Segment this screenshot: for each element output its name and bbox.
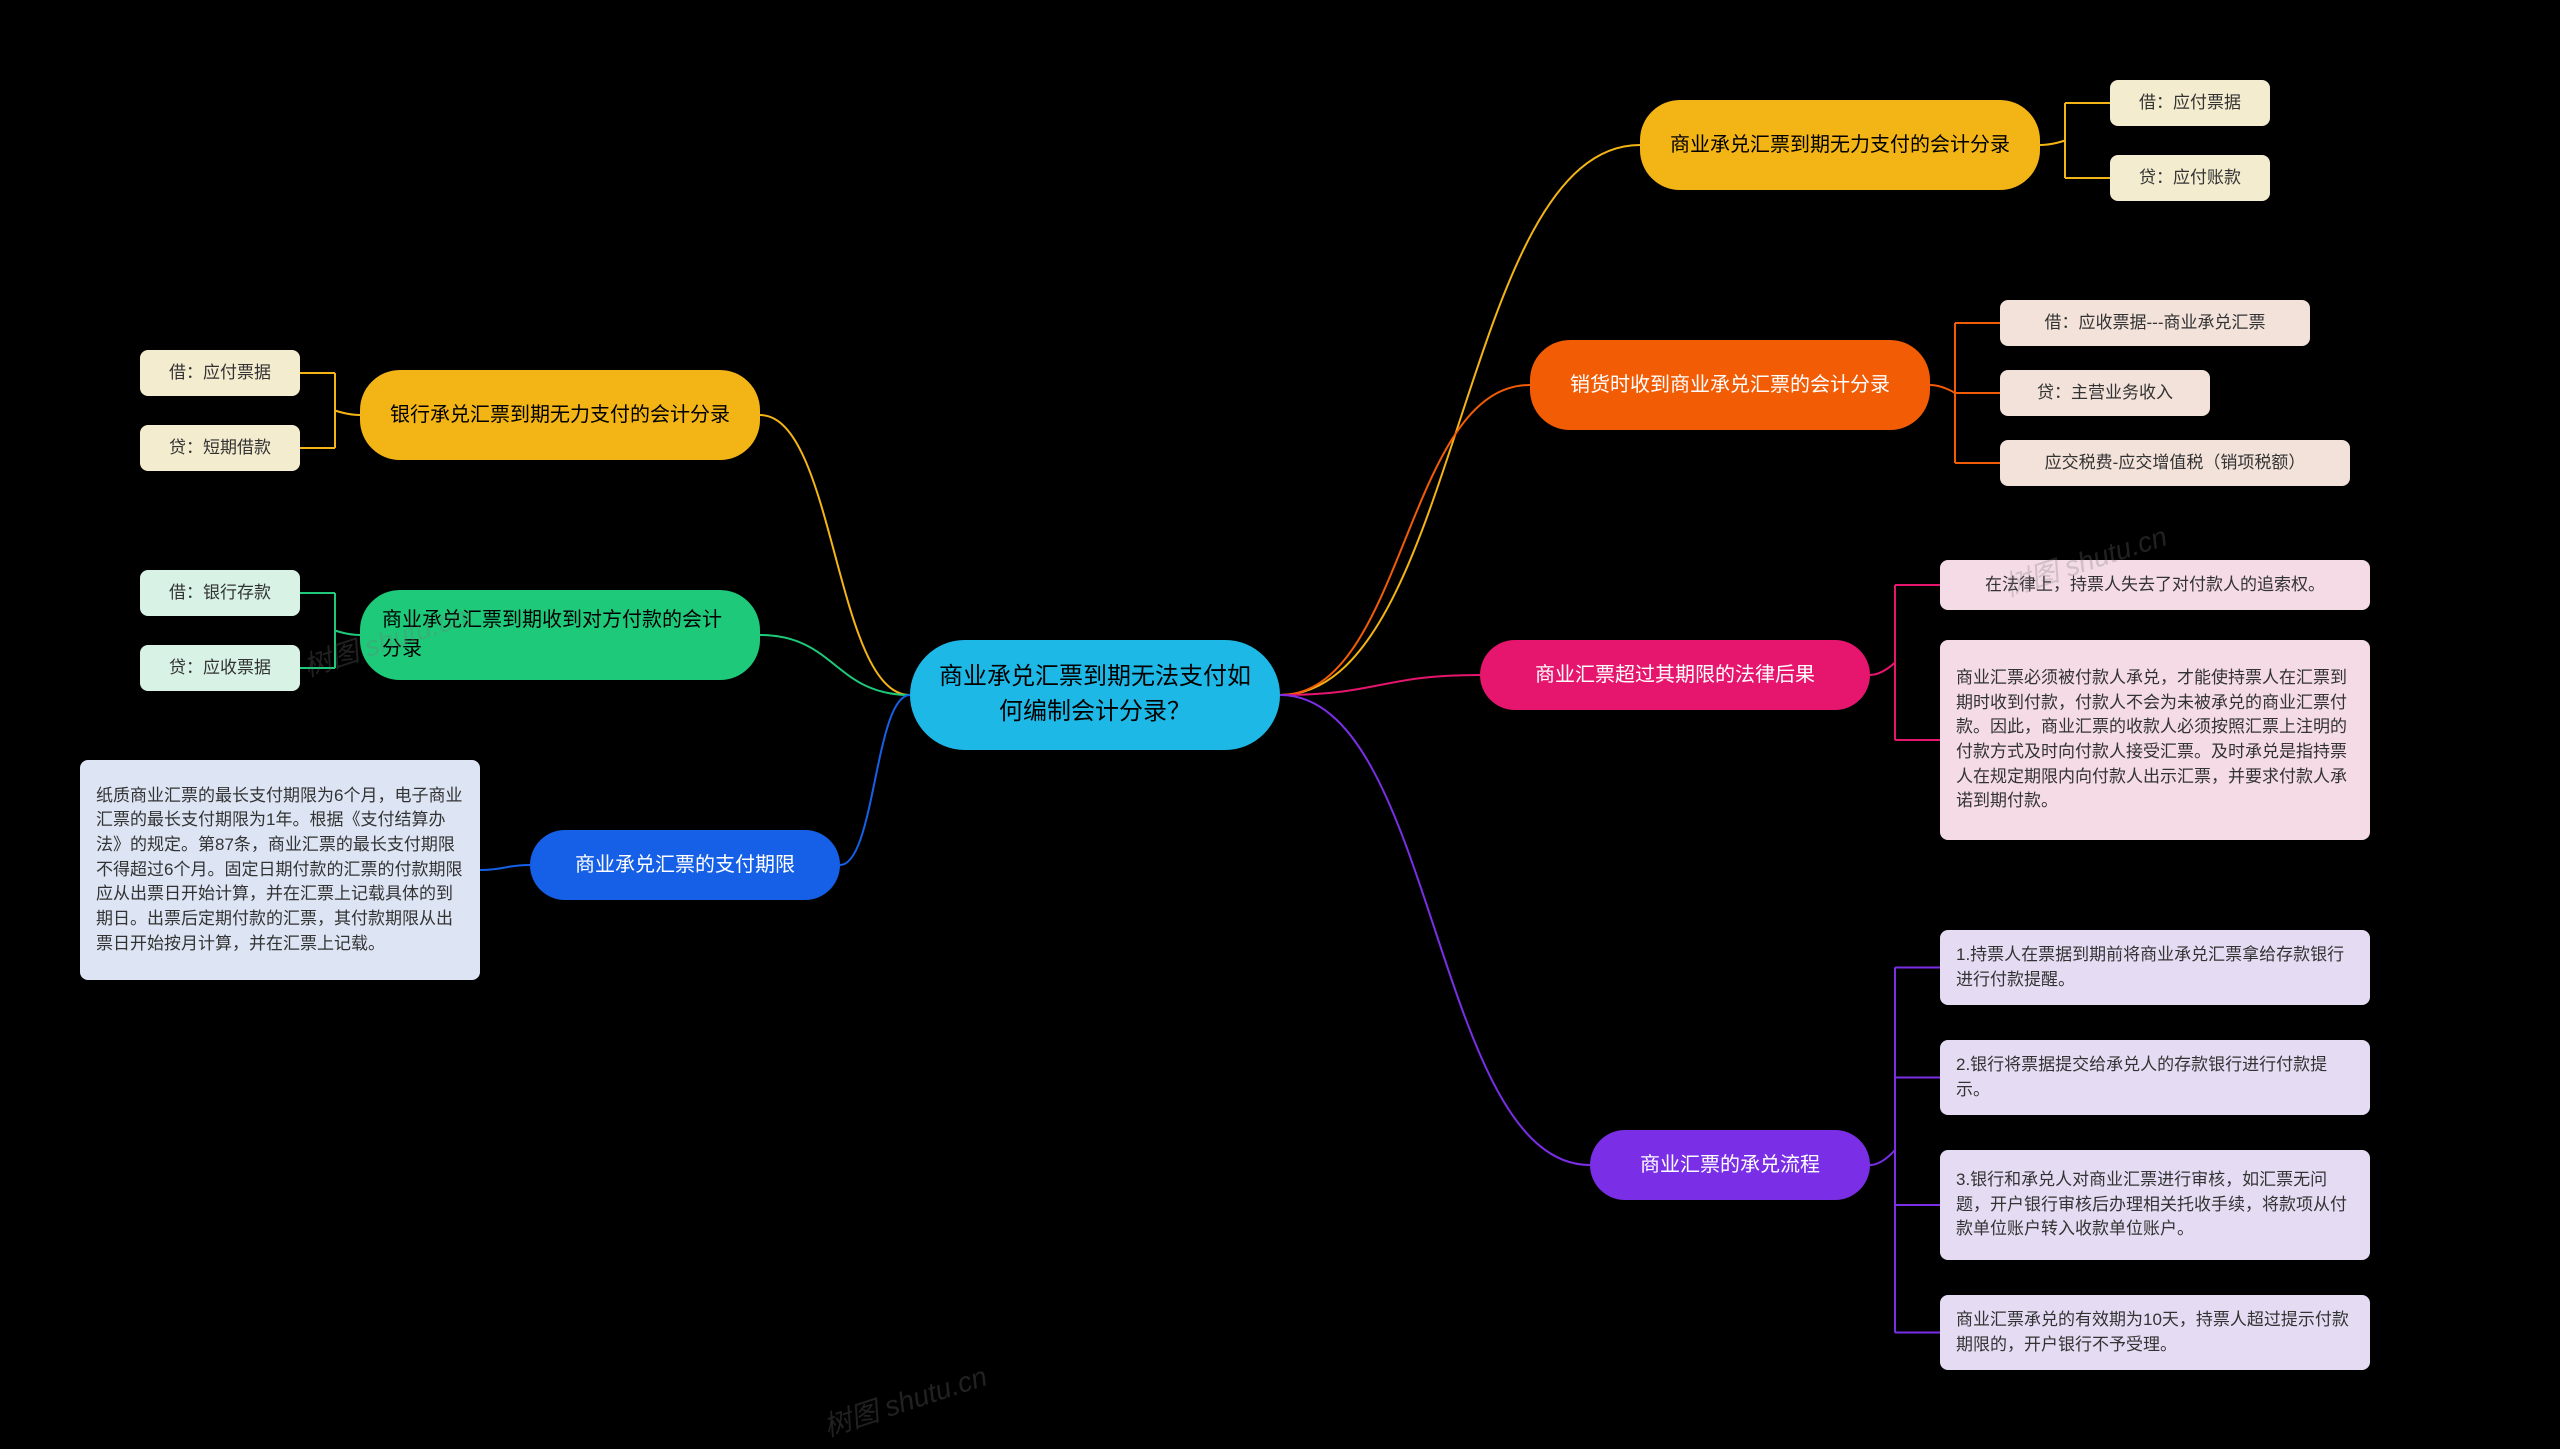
leaf-b_overdue_legal-1: 商业汇票必须被付款人承兑，才能使持票人在汇票到期时收到付款，付款人不会为未被承兑… [1940, 640, 2370, 840]
branch-b_acceptance_process-label: 商业汇票的承兑流程 [1640, 1151, 1820, 1180]
leaf-b_sales_receive-2-label: 应交税费-应交增值税（销项税额） [2045, 451, 2306, 476]
edge [2040, 141, 2065, 146]
branch-b_sales_receive-label: 销货时收到商业承兑汇票的会计分录 [1570, 371, 1890, 400]
center-node: 商业承兑汇票到期无法支付如何编制会计分录？ [910, 640, 1280, 750]
leaf-b_commercial_unable-1-label: 贷：应付账款 [2139, 166, 2241, 191]
leaf-b_sales_receive-0-label: 借：应收票据---商业承兑汇票 [2045, 311, 2266, 336]
leaf-b_overdue_legal-0: 在法律上，持票人失去了对付款人的追索权。 [1940, 560, 2370, 610]
branch-b_commercial_unable: 商业承兑汇票到期无力支付的会计分录 [1640, 100, 2040, 190]
leaf-b_bank_unable-0-label: 借：应付票据 [169, 361, 271, 386]
branch-b_overdue_legal: 商业汇票超过其期限的法律后果 [1480, 640, 1870, 710]
edge [1870, 1150, 1895, 1165]
leaf-b_acceptance_process-1: 2.银行将票据提交给承兑人的存款银行进行付款提示。 [1940, 1040, 2370, 1115]
branch-b_sales_receive: 销货时收到商业承兑汇票的会计分录 [1530, 340, 1930, 430]
leaf-b_acceptance_process-3: 商业汇票承兑的有效期为10天，持票人超过提示付款期限的，开户银行不予受理。 [1940, 1295, 2370, 1370]
leaf-b_acceptance_process-1-label: 2.银行将票据提交给承兑人的存款银行进行付款提示。 [1956, 1053, 2354, 1102]
edge [480, 865, 530, 870]
watermark: 树图 shutu.cn [818, 1355, 992, 1445]
leaf-b_payment_term-0: 纸质商业汇票的最长支付期限为6个月，电子商业汇票的最长支付期限为1年。根据《支付… [80, 760, 480, 980]
leaf-b_sales_receive-1-label: 贷：主营业务收入 [2037, 381, 2173, 406]
leaf-b_sales_receive-2: 应交税费-应交增值税（销项税额） [2000, 440, 2350, 486]
branch-b_bank_unable: 银行承兑汇票到期无力支付的会计分录 [360, 370, 760, 460]
edge [1280, 695, 1590, 1165]
leaf-b_commercial_unable-0-label: 借：应付票据 [2139, 91, 2241, 116]
branch-b_commercial_unable-label: 商业承兑汇票到期无力支付的会计分录 [1670, 131, 2010, 160]
edge [1930, 385, 1955, 393]
branch-b_overdue_legal-label: 商业汇票超过其期限的法律后果 [1535, 661, 1815, 690]
leaf-b_overdue_legal-1-label: 商业汇票必须被付款人承兑，才能使持票人在汇票到期时收到付款，付款人不会为未被承兑… [1956, 666, 2354, 814]
edge [1280, 675, 1480, 695]
branch-b_received_payment: 商业承兑汇票到期收到对方付款的会计分录 [360, 590, 760, 680]
leaf-b_sales_receive-0: 借：应收票据---商业承兑汇票 [2000, 300, 2310, 346]
leaf-b_acceptance_process-3-label: 商业汇票承兑的有效期为10天，持票人超过提示付款期限的，开户银行不予受理。 [1956, 1308, 2354, 1357]
leaf-b_received_payment-0: 借：银行存款 [140, 570, 300, 616]
branch-b_payment_term: 商业承兑汇票的支付期限 [530, 830, 840, 900]
branch-b_bank_unable-label: 银行承兑汇票到期无力支付的会计分录 [390, 401, 730, 430]
leaf-b_commercial_unable-0: 借：应付票据 [2110, 80, 2270, 126]
edge [335, 631, 360, 636]
mindmap-canvas: 商业承兑汇票到期无法支付如何编制会计分录？ 商业承兑汇票到期无力支付的会计分录借… [0, 0, 2560, 1449]
edge [760, 415, 910, 695]
edge [335, 411, 360, 416]
branch-b_payment_term-label: 商业承兑汇票的支付期限 [575, 851, 795, 880]
leaf-b_acceptance_process-2: 3.银行和承兑人对商业汇票进行审核，如汇票无问题，开户银行审核后办理相关托收手续… [1940, 1150, 2370, 1260]
leaf-b_acceptance_process-0: 1.持票人在票据到期前将商业承兑汇票拿给存款银行进行付款提醒。 [1940, 930, 2370, 1005]
leaf-b_received_payment-0-label: 借：银行存款 [169, 581, 271, 606]
leaf-b_received_payment-1: 贷：应收票据 [140, 645, 300, 691]
leaf-b_overdue_legal-0-label: 在法律上，持票人失去了对付款人的追索权。 [1985, 573, 2325, 598]
branch-b_acceptance_process: 商业汇票的承兑流程 [1590, 1130, 1870, 1200]
leaf-b_payment_term-0-label: 纸质商业汇票的最长支付期限为6个月，电子商业汇票的最长支付期限为1年。根据《支付… [96, 784, 464, 956]
center-text: 商业承兑汇票到期无法支付如何编制会计分录？ [932, 660, 1258, 730]
leaf-b_sales_receive-1: 贷：主营业务收入 [2000, 370, 2210, 416]
leaf-b_bank_unable-1-label: 贷：短期借款 [169, 436, 271, 461]
branch-b_received_payment-label: 商业承兑汇票到期收到对方付款的会计分录 [382, 606, 738, 664]
edge [1870, 663, 1895, 676]
leaf-b_bank_unable-0: 借：应付票据 [140, 350, 300, 396]
leaf-b_acceptance_process-2-label: 3.银行和承兑人对商业汇票进行审核，如汇票无问题，开户银行审核后办理相关托收手续… [1956, 1168, 2354, 1242]
leaf-b_commercial_unable-1: 贷：应付账款 [2110, 155, 2270, 201]
edge [840, 695, 910, 865]
edge [760, 635, 910, 695]
leaf-b_bank_unable-1: 贷：短期借款 [140, 425, 300, 471]
leaf-b_acceptance_process-0-label: 1.持票人在票据到期前将商业承兑汇票拿给存款银行进行付款提醒。 [1956, 943, 2354, 992]
leaf-b_received_payment-1-label: 贷：应收票据 [169, 656, 271, 681]
